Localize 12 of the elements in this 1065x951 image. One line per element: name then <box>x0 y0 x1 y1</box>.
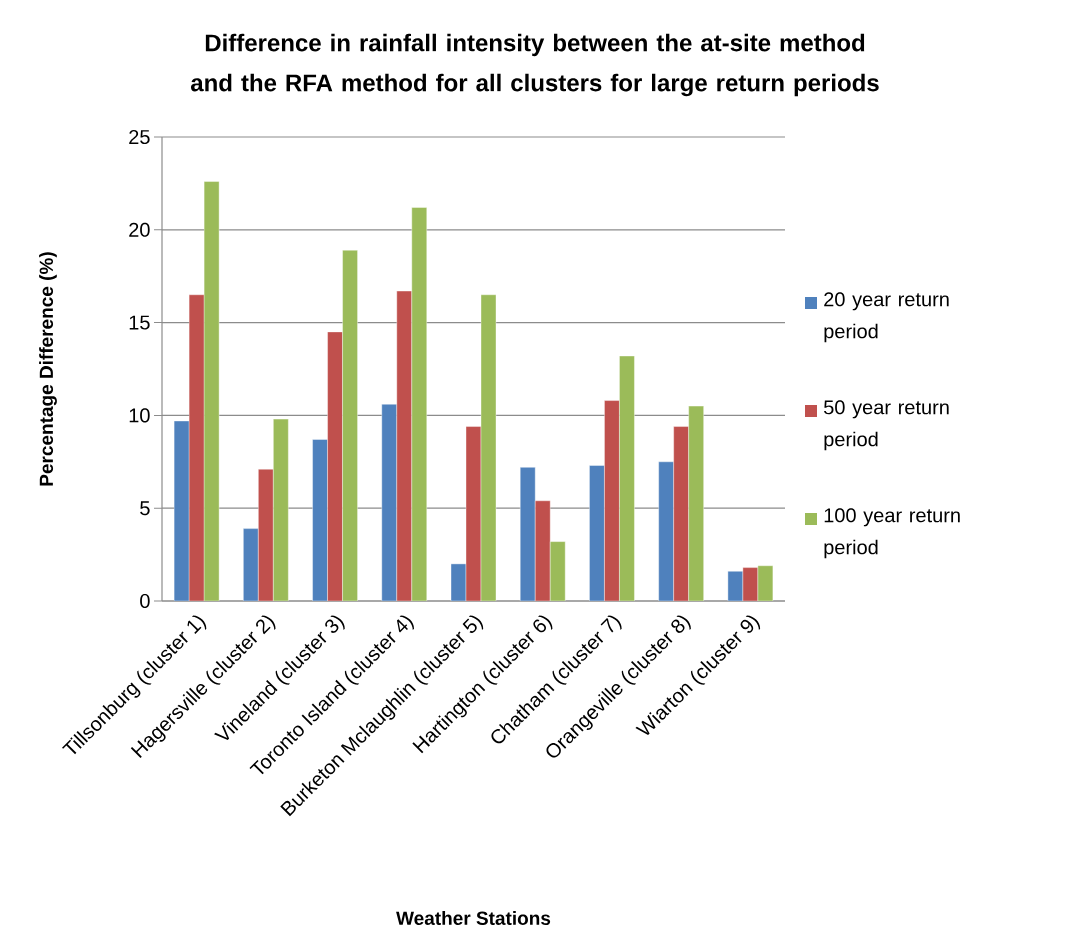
legend-label: 50 year return period <box>824 400 949 451</box>
y-axis-title: Percentage Difference (%) <box>39 252 57 486</box>
y-tick-label: 25 <box>129 129 150 145</box>
x-axis-title: Weather Stations <box>396 911 551 925</box>
legend-label: 20 year return period <box>824 292 949 343</box>
y-tick-label: 15 <box>129 315 150 330</box>
legend-label: 100 year return period <box>824 508 960 559</box>
y-tick-label: 5 <box>140 501 150 516</box>
y-tick-label: 20 <box>129 222 150 237</box>
y-tick-label: 0 <box>140 593 150 609</box>
y-tick-label: 10 <box>129 408 150 423</box>
chart-title: Difference in rainfall intensity between the at-site method and the RFA method for all clusters for large return periods <box>191 33 879 97</box>
